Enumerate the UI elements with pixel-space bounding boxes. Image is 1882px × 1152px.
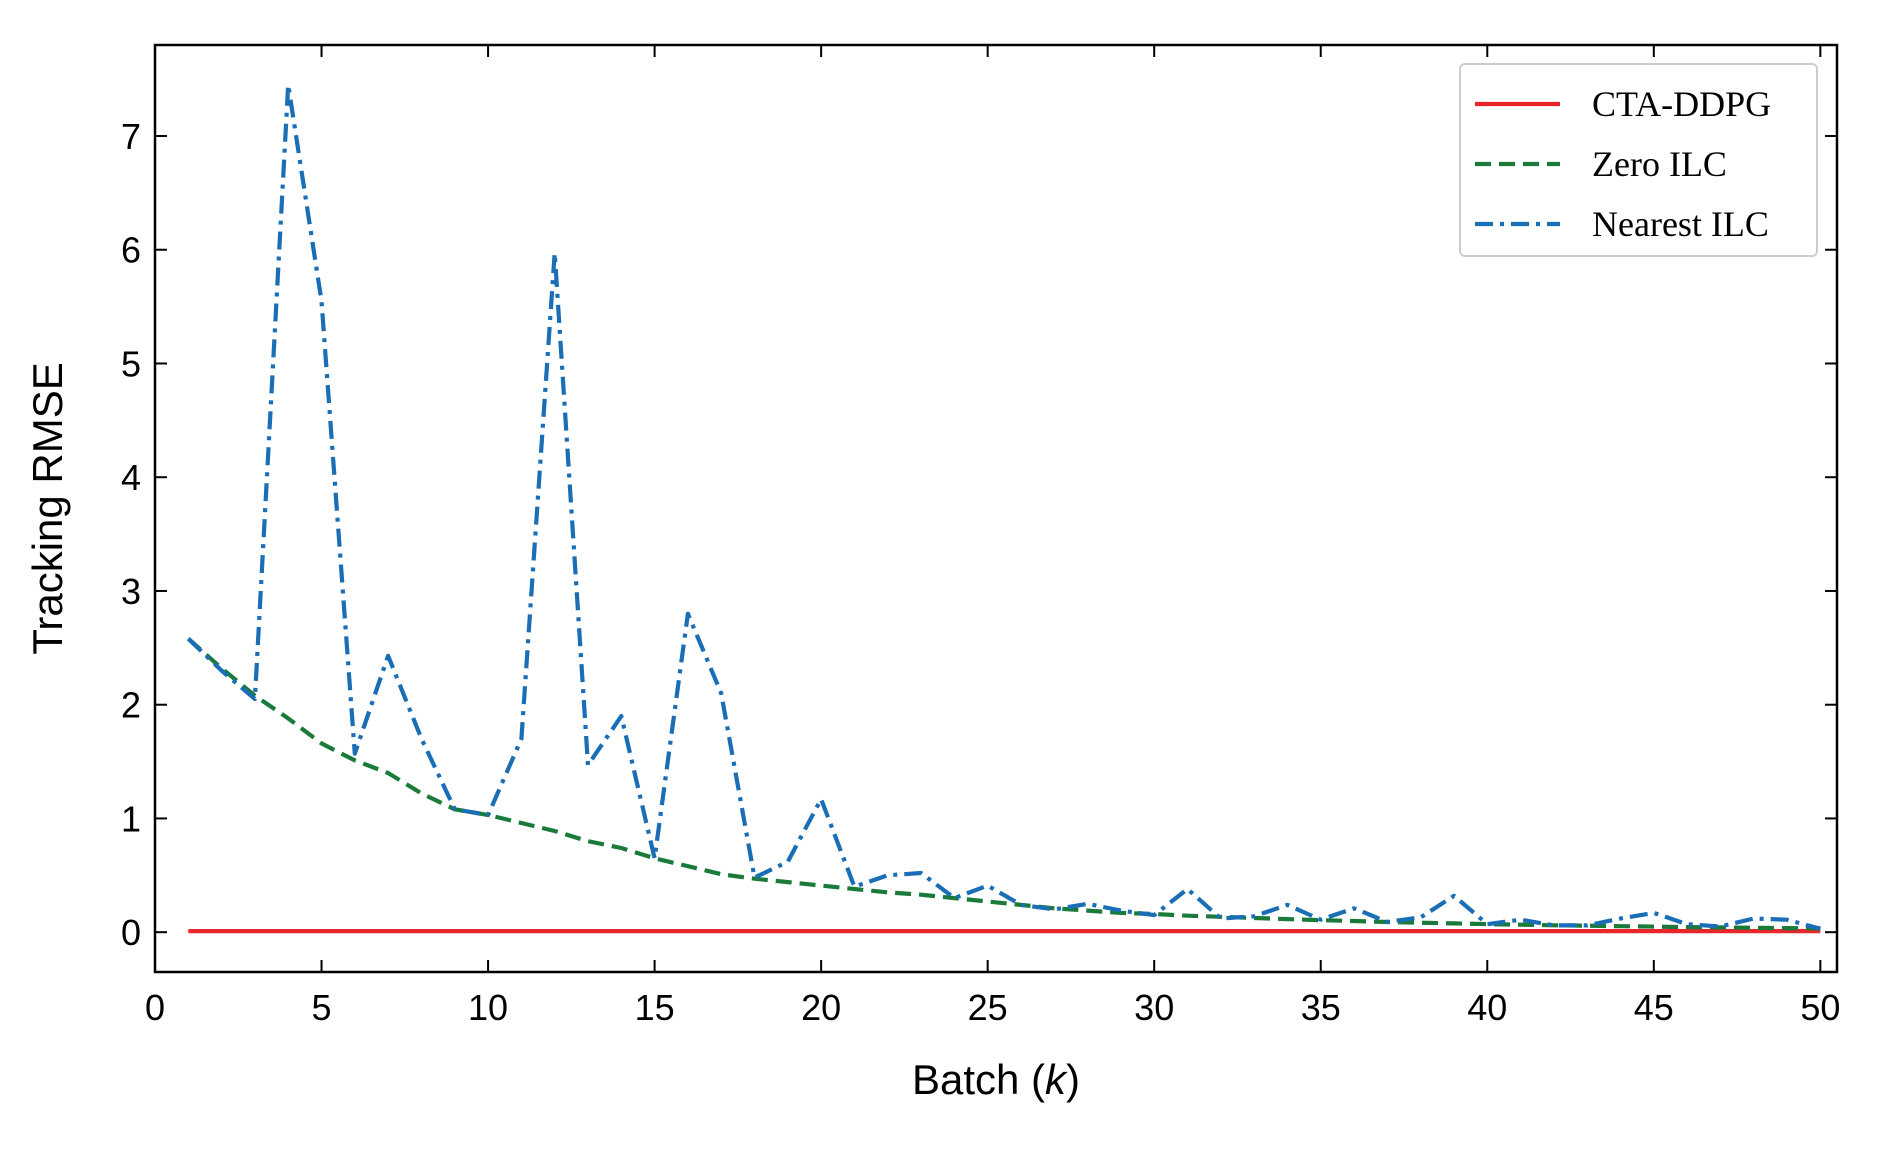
legend: CTA-DDPG Zero ILC Nearest ILC bbox=[1459, 63, 1818, 257]
legend-label: CTA-DDPG bbox=[1592, 84, 1771, 124]
x-tick-label: 50 bbox=[1800, 987, 1840, 1028]
series-line-nearest-ilc bbox=[186, 82, 1821, 931]
y-tick-label: 1 bbox=[121, 798, 141, 839]
x-tick-label: 35 bbox=[1301, 987, 1341, 1028]
y-tick-label: 6 bbox=[121, 230, 141, 271]
x-axis-title: Batch (k) bbox=[912, 1056, 1080, 1103]
x-tick-label: 30 bbox=[1134, 987, 1174, 1028]
y-tick-label: 7 bbox=[121, 116, 141, 157]
y-tick-label: 5 bbox=[121, 343, 141, 384]
legend-box bbox=[1459, 63, 1818, 257]
x-tick-label: 40 bbox=[1467, 987, 1507, 1028]
y-tick-label: 3 bbox=[121, 571, 141, 612]
y-axis-title: Tracking RMSE bbox=[24, 362, 71, 655]
x-tick-label: 25 bbox=[968, 987, 1008, 1028]
series-layer bbox=[186, 82, 1821, 934]
y-tick-label: 2 bbox=[121, 685, 141, 726]
y-tick-label: 0 bbox=[121, 912, 141, 953]
x-tick-label: 15 bbox=[635, 987, 675, 1028]
x-tick-label: 0 bbox=[145, 987, 165, 1028]
x-tick-label: 20 bbox=[801, 987, 841, 1028]
legend-label: Nearest ILC bbox=[1592, 204, 1769, 244]
x-tick-label: 45 bbox=[1634, 987, 1674, 1028]
y-tick-label: 4 bbox=[121, 457, 141, 498]
plot-frame bbox=[153, 43, 1839, 974]
x-tick-label: 5 bbox=[312, 987, 332, 1028]
x-tick-label: 10 bbox=[468, 987, 508, 1028]
legend-label: Zero ILC bbox=[1592, 144, 1727, 184]
